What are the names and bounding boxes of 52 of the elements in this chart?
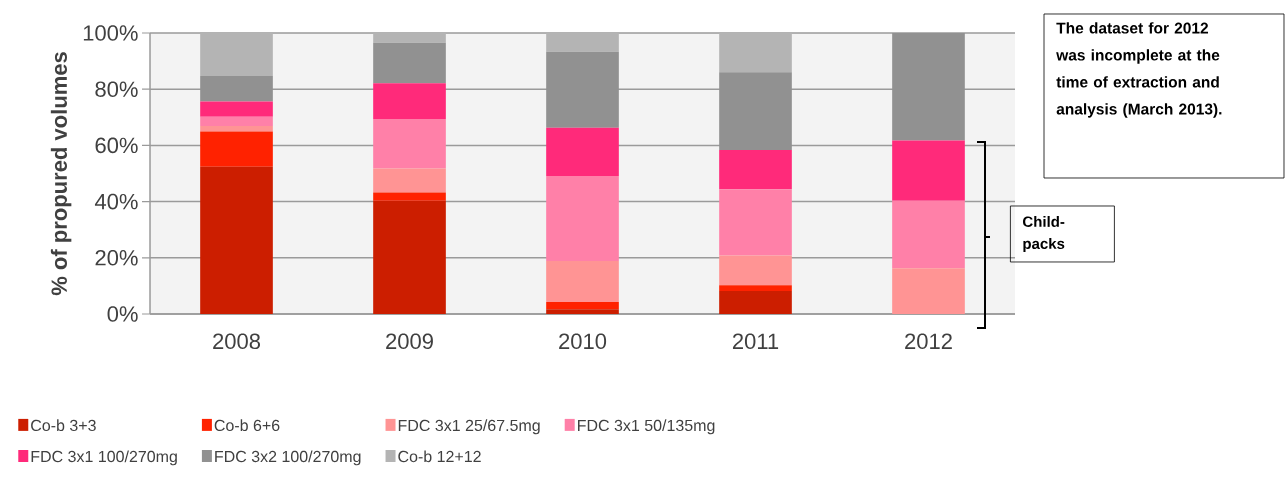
bar xyxy=(719,290,792,314)
legend-label: Co-b 12+12 xyxy=(398,450,481,463)
bar xyxy=(892,140,965,201)
bar xyxy=(892,268,965,314)
bar xyxy=(546,32,619,52)
bar xyxy=(373,83,446,119)
bar xyxy=(200,75,273,102)
legend-label: Co-b 3+3 xyxy=(31,419,96,432)
x-tick-label: 2011 xyxy=(732,333,779,350)
bar xyxy=(200,101,273,117)
bar xyxy=(546,260,619,302)
y-tick-label: 0% xyxy=(107,306,138,322)
bar xyxy=(546,127,619,177)
y-tick-label: 60% xyxy=(95,137,138,154)
bar xyxy=(546,176,619,261)
bar xyxy=(200,131,273,167)
bar xyxy=(719,255,792,286)
bar xyxy=(200,126,273,132)
bar xyxy=(719,32,792,73)
x-tick-label: 2012 xyxy=(905,333,952,350)
y-tick-label: 80% xyxy=(95,81,138,97)
legend-label: Co-b 6+6 xyxy=(214,419,280,432)
legend-label: FDC 3x2 100/270mg xyxy=(215,450,361,466)
bar xyxy=(200,32,273,76)
bar xyxy=(373,32,446,43)
bar xyxy=(373,42,446,84)
legend-label: FDC 3x1 25/67.5mg xyxy=(398,419,540,435)
x-tick-label: 2008 xyxy=(213,333,261,350)
bar xyxy=(719,285,792,291)
bar xyxy=(719,189,792,256)
x-tick-label: 2010 xyxy=(559,333,607,350)
bar xyxy=(892,200,965,269)
text: Child-packs xyxy=(1023,216,1065,252)
bar xyxy=(546,51,619,128)
bar xyxy=(200,116,273,126)
legend-label: FDC 3x1 50/135mg xyxy=(578,419,715,435)
bar xyxy=(546,309,619,314)
y-axis-title: % of propured volumes xyxy=(50,52,72,296)
x-tick-label: 2009 xyxy=(386,333,433,350)
bar xyxy=(373,118,446,169)
bar xyxy=(546,301,619,310)
bar xyxy=(719,149,792,190)
legend-label: FDC 3x1 100/270mg xyxy=(31,450,177,466)
bar xyxy=(373,200,446,314)
bar xyxy=(719,72,792,150)
bar xyxy=(200,166,273,314)
y-tick-label: 40% xyxy=(94,193,138,210)
bar xyxy=(373,192,446,201)
y-tick-label: 100% xyxy=(83,25,138,41)
text: The dataset for 2012 was incomplete at the time of extraction and analysis (March 2013). xyxy=(1056,22,1222,118)
y-tick-label: 20% xyxy=(95,249,138,266)
bar xyxy=(373,168,446,193)
